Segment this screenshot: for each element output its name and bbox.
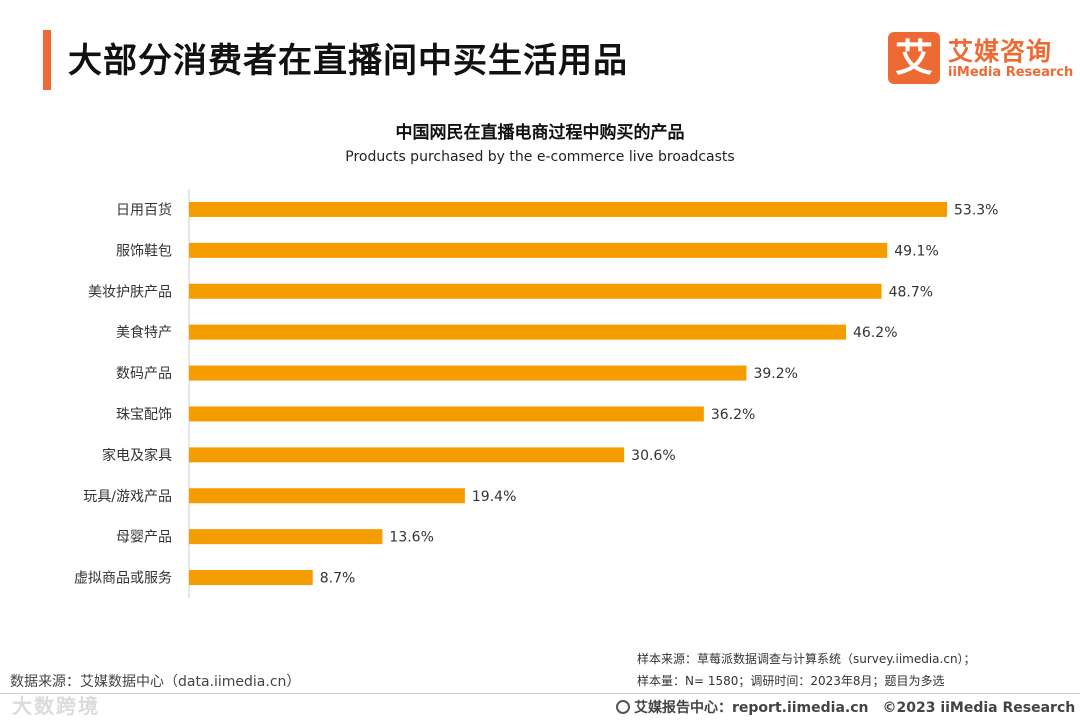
bar xyxy=(189,570,313,586)
bar xyxy=(189,242,888,258)
bar xyxy=(189,406,704,422)
category-label: 数码产品 xyxy=(116,366,172,382)
bar xyxy=(189,201,947,217)
bar xyxy=(189,324,847,340)
sample-source-note: 样本来源：草莓派数据调查与计算系统（survey.iimedia.cn）； xyxy=(637,652,976,666)
bar xyxy=(189,447,625,463)
bar xyxy=(189,365,747,381)
value-label: 13.6% xyxy=(389,530,433,546)
value-label: 8.7% xyxy=(320,571,356,587)
iimedia-logo: 艾 艾媒咨询 iiMedia Research xyxy=(888,32,1073,84)
data-source: 数据来源：艾媒数据中心（data.iimedia.cn） xyxy=(10,674,301,690)
category-label: 美妆护肤产品 xyxy=(88,284,172,300)
page-title: 大部分消费者在直播间中买生活用品 xyxy=(68,41,628,81)
category-label: 美食特产 xyxy=(116,324,172,341)
value-label: 36.2% xyxy=(711,407,755,423)
chart-title: 中国网民在直播电商过程中购买的产品 xyxy=(395,123,685,143)
bar xyxy=(189,283,882,299)
logo-cn-text: 艾媒咨询 xyxy=(948,37,1053,66)
category-label: 服饰鞋包 xyxy=(116,243,172,259)
value-label: 39.2% xyxy=(753,366,797,382)
chart-subtitle: Products purchased by the e-commerce liv… xyxy=(345,149,735,165)
value-label: 30.6% xyxy=(631,448,675,464)
category-label: 母婴产品 xyxy=(116,530,172,546)
footer-brand: 艾媒报告中心：report.iimedia.cn xyxy=(634,700,869,716)
logo-mark-icon: 艾 xyxy=(888,32,940,84)
value-label: 53.3% xyxy=(954,202,998,218)
category-label: 珠宝配饰 xyxy=(116,407,172,423)
bar xyxy=(189,529,383,545)
footer-copyright: ©2023 iiMedia Research Inc xyxy=(882,700,1080,716)
report-center-icon xyxy=(616,700,630,714)
value-label: 19.4% xyxy=(472,489,516,505)
logo-en-text: iiMedia Research xyxy=(948,65,1074,80)
value-label: 46.2% xyxy=(853,325,897,341)
category-label: 虚拟商品或服务 xyxy=(74,571,172,587)
value-label: 49.1% xyxy=(894,243,938,259)
category-label: 家电及家具 xyxy=(102,447,172,464)
bar xyxy=(189,488,465,504)
value-label: 48.7% xyxy=(889,284,933,300)
footer-divider xyxy=(0,693,1080,694)
watermark: 大数跨境 xyxy=(12,694,100,718)
footer: 艾媒报告中心：report.iimedia.cn ©2023 iiMedia Re… xyxy=(616,697,1080,717)
title-accent-bar xyxy=(43,30,51,90)
category-label: 日用百货 xyxy=(116,201,172,218)
category-label: 玩具/游戏产品 xyxy=(83,489,172,505)
sample-size-note: 样本量：N= 1580；调研时间：2023年8月；题目为多选 xyxy=(637,674,945,688)
